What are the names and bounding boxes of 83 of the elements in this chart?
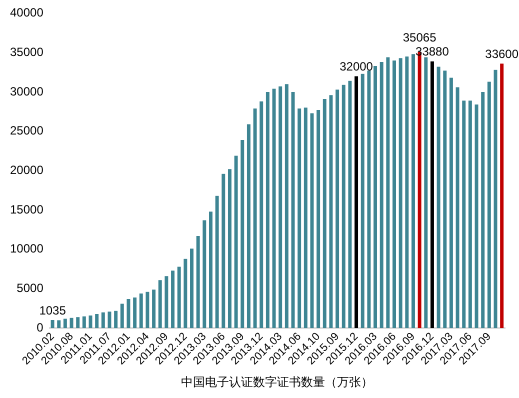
bar	[190, 248, 194, 328]
bar	[76, 317, 80, 328]
bar	[146, 292, 150, 328]
bar	[114, 310, 118, 328]
bar	[310, 113, 314, 328]
bar	[481, 92, 485, 328]
bar	[171, 270, 175, 328]
data-label: 35065	[402, 30, 437, 45]
bar	[177, 266, 181, 328]
bar	[196, 236, 200, 328]
bar	[284, 84, 288, 328]
bar	[228, 169, 232, 328]
bar	[278, 86, 282, 328]
bar	[126, 299, 130, 328]
bar	[70, 318, 74, 328]
bar	[468, 100, 472, 328]
bar	[184, 258, 188, 328]
bar	[430, 61, 434, 328]
bar	[456, 87, 460, 328]
bar	[436, 66, 440, 328]
bar	[412, 54, 415, 328]
bar	[443, 70, 447, 328]
y-tick-label: 40000	[10, 6, 44, 20]
bar	[474, 104, 478, 328]
bar	[386, 57, 390, 328]
bar	[298, 108, 302, 328]
data-label: 1035	[39, 303, 66, 318]
bar	[108, 312, 112, 328]
bar	[266, 92, 270, 328]
bar	[57, 320, 61, 328]
bar	[240, 140, 244, 328]
bar	[348, 80, 352, 328]
bar	[500, 64, 504, 328]
bar	[487, 82, 491, 328]
bar	[202, 220, 206, 328]
bar	[322, 99, 326, 328]
bar	[101, 312, 105, 328]
y-tick-label: 30000	[10, 84, 44, 98]
bar	[272, 88, 276, 328]
bar	[336, 90, 340, 328]
x-axis-title: 中国电子认证数字证书数量（万张）	[181, 375, 374, 390]
bar	[158, 280, 162, 328]
y-tick-label: 0	[36, 320, 44, 334]
bar	[380, 62, 384, 328]
bar	[133, 297, 137, 328]
y-tick-label: 35000	[10, 44, 44, 59]
bar	[246, 124, 250, 328]
bar	[354, 76, 358, 328]
bar	[398, 58, 402, 328]
bar	[120, 304, 124, 328]
bar	[342, 84, 346, 328]
bar	[304, 108, 308, 328]
bar	[222, 174, 226, 328]
bar	[367, 70, 371, 328]
bar	[50, 320, 54, 328]
y-tick-label: 5000	[16, 281, 44, 296]
bar	[152, 290, 156, 328]
bar	[82, 316, 86, 328]
bar	[424, 57, 428, 328]
data-label: 33600	[485, 46, 519, 61]
bar	[449, 78, 453, 328]
y-tick-label: 15000	[10, 202, 44, 216]
bar	[329, 95, 333, 328]
data-label: 32000	[340, 60, 374, 74]
y-tick-label: 20000	[10, 162, 44, 177]
bar	[316, 110, 320, 328]
bar	[95, 314, 99, 328]
y-tick-label: 25000	[10, 124, 44, 138]
bar	[139, 294, 143, 328]
bar	[215, 196, 219, 328]
bar	[253, 108, 257, 328]
bar	[209, 212, 212, 328]
bar	[63, 318, 67, 328]
bar	[374, 66, 378, 328]
bar	[360, 74, 364, 328]
bar	[405, 56, 409, 328]
bar	[164, 276, 168, 328]
bar	[260, 101, 264, 328]
bar	[392, 60, 396, 328]
y-tick-label: 10000	[10, 242, 44, 256]
bar	[234, 156, 238, 328]
data-label: 33880	[416, 44, 450, 59]
bar	[462, 100, 466, 328]
